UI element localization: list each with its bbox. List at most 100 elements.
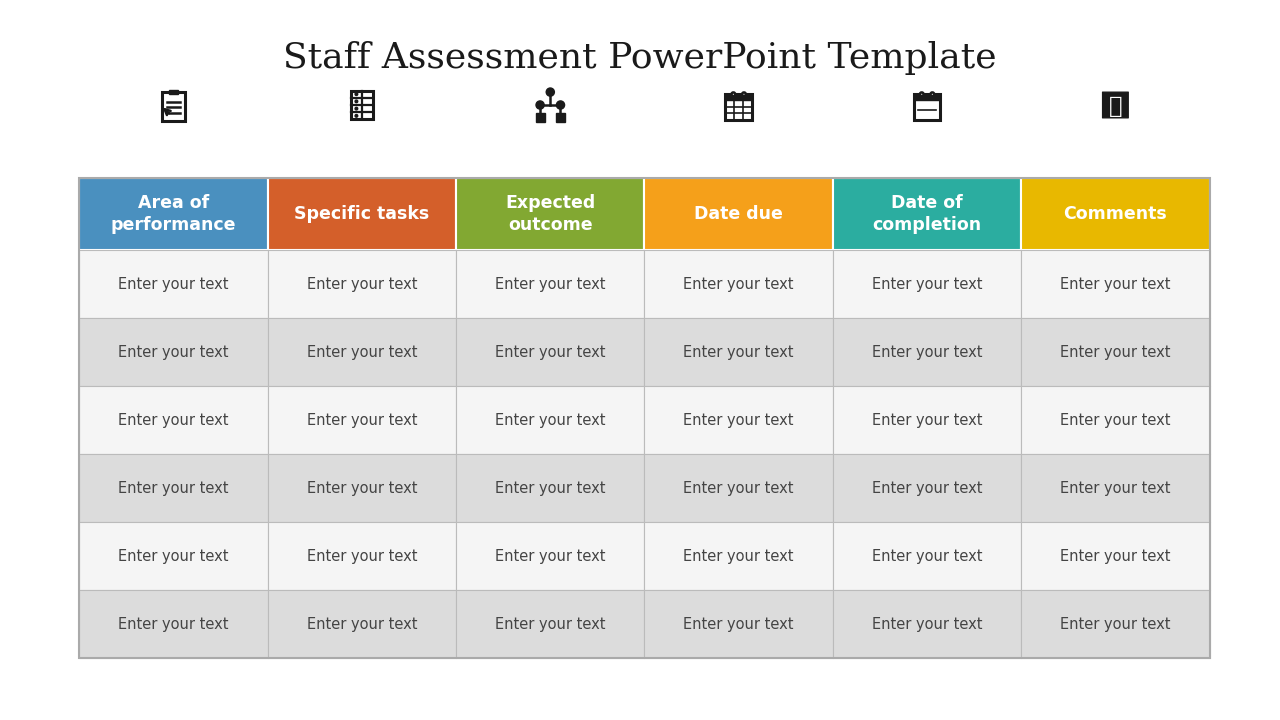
- Text: Enter your text: Enter your text: [684, 480, 794, 495]
- Text: Enter your text: Enter your text: [118, 413, 229, 428]
- Text: Enter your text: Enter your text: [872, 616, 982, 631]
- Text: Enter your text: Enter your text: [307, 616, 417, 631]
- Bar: [79, 522, 268, 590]
- Text: Enter your text: Enter your text: [307, 276, 417, 292]
- Bar: [726, 94, 751, 100]
- Bar: [456, 178, 645, 250]
- Circle shape: [355, 93, 357, 96]
- Bar: [1021, 590, 1210, 658]
- Bar: [645, 590, 833, 658]
- Text: Enter your text: Enter your text: [118, 344, 229, 359]
- Bar: [645, 250, 833, 318]
- Text: Enter your text: Enter your text: [307, 344, 417, 359]
- Text: Enter your text: Enter your text: [118, 616, 229, 631]
- Bar: [79, 178, 1210, 658]
- Text: Enter your text: Enter your text: [1060, 276, 1171, 292]
- Bar: [169, 90, 178, 94]
- Bar: [914, 94, 941, 100]
- Bar: [161, 92, 186, 121]
- Bar: [833, 386, 1021, 454]
- Text: Enter your text: Enter your text: [872, 276, 982, 292]
- Bar: [833, 522, 1021, 590]
- Bar: [456, 318, 645, 386]
- Bar: [79, 386, 268, 454]
- Text: Enter your text: Enter your text: [684, 549, 794, 564]
- Bar: [351, 91, 372, 120]
- Text: Enter your text: Enter your text: [495, 344, 605, 359]
- Bar: [456, 386, 645, 454]
- Bar: [268, 522, 456, 590]
- Text: Enter your text: Enter your text: [684, 276, 794, 292]
- Bar: [833, 318, 1021, 386]
- Text: Area of
performance: Area of performance: [111, 194, 237, 234]
- Bar: [79, 178, 268, 250]
- Circle shape: [920, 92, 924, 96]
- Bar: [1021, 454, 1210, 522]
- Text: Enter your text: Enter your text: [118, 549, 229, 564]
- Bar: [645, 318, 833, 386]
- Circle shape: [931, 92, 934, 96]
- FancyBboxPatch shape: [1102, 92, 1128, 118]
- Bar: [726, 94, 751, 120]
- Text: Expected
outcome: Expected outcome: [506, 194, 595, 234]
- Bar: [914, 94, 941, 120]
- Bar: [833, 454, 1021, 522]
- Text: Enter your text: Enter your text: [872, 549, 982, 564]
- Circle shape: [557, 101, 564, 109]
- Bar: [456, 250, 645, 318]
- Bar: [268, 454, 456, 522]
- Text: Enter your text: Enter your text: [495, 549, 605, 564]
- Bar: [268, 386, 456, 454]
- Bar: [79, 250, 268, 318]
- Circle shape: [355, 107, 357, 110]
- Text: Enter your text: Enter your text: [307, 480, 417, 495]
- Bar: [833, 250, 1021, 318]
- Text: 👍: 👍: [1108, 94, 1123, 117]
- Bar: [1021, 318, 1210, 386]
- Bar: [79, 590, 268, 658]
- Text: Date of
completion: Date of completion: [873, 194, 982, 234]
- Text: Enter your text: Enter your text: [1060, 344, 1171, 359]
- Bar: [268, 250, 456, 318]
- Bar: [1021, 386, 1210, 454]
- Circle shape: [355, 100, 357, 103]
- Bar: [645, 386, 833, 454]
- Bar: [833, 590, 1021, 658]
- Text: Enter your text: Enter your text: [495, 413, 605, 428]
- Circle shape: [536, 101, 544, 109]
- Bar: [645, 178, 833, 250]
- Circle shape: [547, 88, 554, 96]
- Text: Enter your text: Enter your text: [872, 413, 982, 428]
- Text: Enter your text: Enter your text: [1060, 616, 1171, 631]
- Bar: [79, 454, 268, 522]
- Text: Enter your text: Enter your text: [872, 344, 982, 359]
- Bar: [1021, 178, 1210, 250]
- Text: Date due: Date due: [694, 205, 783, 223]
- Bar: [645, 522, 833, 590]
- Text: Enter your text: Enter your text: [307, 549, 417, 564]
- Bar: [79, 318, 268, 386]
- Circle shape: [355, 114, 357, 117]
- Bar: [645, 454, 833, 522]
- Bar: [1021, 250, 1210, 318]
- Text: Enter your text: Enter your text: [118, 276, 229, 292]
- Bar: [268, 318, 456, 386]
- Bar: [456, 590, 645, 658]
- Circle shape: [731, 92, 735, 96]
- Bar: [456, 454, 645, 522]
- Text: Enter your text: Enter your text: [495, 616, 605, 631]
- Bar: [833, 178, 1021, 250]
- Text: Enter your text: Enter your text: [307, 413, 417, 428]
- Text: Enter your text: Enter your text: [684, 413, 794, 428]
- Bar: [268, 590, 456, 658]
- Bar: [268, 178, 456, 250]
- Text: Enter your text: Enter your text: [1060, 413, 1171, 428]
- Text: Enter your text: Enter your text: [872, 480, 982, 495]
- Bar: [535, 114, 544, 122]
- Bar: [1021, 522, 1210, 590]
- Text: Enter your text: Enter your text: [495, 480, 605, 495]
- Text: Specific tasks: Specific tasks: [294, 205, 430, 223]
- Bar: [456, 522, 645, 590]
- Text: Enter your text: Enter your text: [1060, 480, 1171, 495]
- Text: Staff Assessment PowerPoint Template: Staff Assessment PowerPoint Template: [283, 41, 997, 75]
